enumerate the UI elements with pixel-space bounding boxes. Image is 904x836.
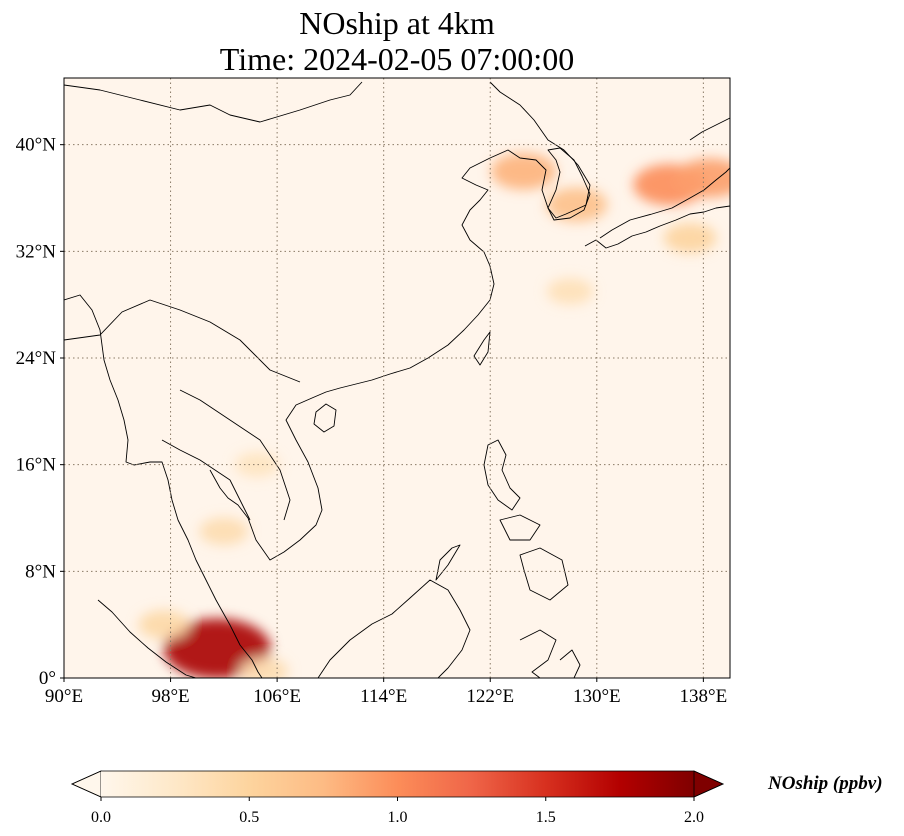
hainan	[313, 403, 337, 433]
colorbar-tick-label-2: 1.0	[388, 809, 408, 826]
lon-tick-label-4: 122°E	[466, 686, 514, 707]
lat-tick-label-0: 0°	[39, 668, 56, 689]
china-inland-border	[64, 299, 301, 383]
sumatra	[97, 599, 197, 678]
colorbar-gradient	[101, 771, 694, 797]
hotspot-9	[239, 657, 289, 678]
lon-tick-label-2: 106°E	[253, 686, 301, 707]
japan-honshu	[599, 167, 730, 239]
colorbar-tick-label-4: 2.0	[684, 809, 704, 826]
latitude-axis: 0° 8°N 16°N 24°N 32°N 40°N	[16, 135, 64, 689]
philippines-visayas	[499, 514, 541, 541]
lat-tick-label-3: 24°N	[16, 348, 57, 369]
philippines-luzon	[483, 439, 521, 511]
colorbar-tick-label-1: 0.5	[239, 809, 259, 826]
hotspot-8	[138, 610, 190, 639]
hotspot-10	[234, 452, 280, 478]
lon-tick-label-5: 130°E	[573, 686, 621, 707]
lon-tick-label-0: 90°E	[45, 686, 83, 707]
japan-hokkaido-south	[689, 117, 730, 141]
palawan	[435, 544, 461, 581]
new-guinea	[559, 649, 581, 678]
lon-tick-label-6: 138°E	[680, 686, 728, 707]
hotspot-7	[163, 618, 271, 678]
lat-tick-label-5: 40°N	[16, 135, 57, 156]
map-background	[64, 78, 730, 678]
sulawesi	[519, 629, 557, 678]
gridlines	[64, 78, 730, 678]
korea-coastline	[547, 147, 591, 221]
map-time-subtitle: Time: 2024-02-05 07:00:00	[219, 41, 575, 77]
indochina-coastline	[209, 81, 591, 561]
colorbar-max-extension	[693, 770, 724, 798]
lat-tick-label-1: 8°N	[25, 561, 56, 582]
vietnam-laos-border	[179, 389, 291, 521]
hotspot-6	[199, 517, 249, 546]
map-title: NOship at 4km	[299, 5, 495, 41]
hotspot-0	[490, 152, 557, 190]
lat-tick-label-4: 32°N	[16, 241, 57, 262]
lon-tick-label-3: 114°E	[360, 686, 407, 707]
lon-tick-label-1: 98°E	[151, 686, 189, 707]
thailand-border	[161, 439, 251, 521]
colorbar-label: NOship (ppbv)	[767, 773, 883, 794]
hotspot-4	[663, 223, 717, 253]
colorbar-ticks: 0.0 0.5 1.0 1.5 2.0	[91, 797, 704, 826]
russia-north	[64, 81, 363, 123]
philippines-mindanao	[519, 547, 569, 601]
map-frame	[63, 77, 731, 679]
hotspot-1	[546, 187, 608, 222]
map-plot-area: 90°E 98°E 106°E 114°E 122°E 130°E 138°E 0° 8°N 1…	[16, 77, 731, 707]
concentration-field	[138, 152, 730, 678]
japan-kyushu-shikoku	[584, 205, 730, 249]
colorbar-tick-label-3: 1.5	[536, 809, 556, 826]
mainland-coastline	[64, 294, 263, 678]
longitude-axis: 90°E 98°E 106°E 114°E 122°E 130°E 138°E	[45, 678, 727, 707]
coastlines-and-borders	[64, 81, 730, 678]
colorbar: 0.0 0.5 1.0 1.5 2.0 NOship (ppbv)	[71, 770, 883, 826]
hotspot-5	[546, 278, 594, 305]
lat-tick-label-2: 16°N	[16, 455, 57, 476]
borneo	[317, 579, 471, 678]
colorbar-min-extension	[71, 770, 102, 798]
colorbar-tick-label-0: 0.0	[91, 809, 111, 826]
hotspot-3	[675, 158, 730, 198]
